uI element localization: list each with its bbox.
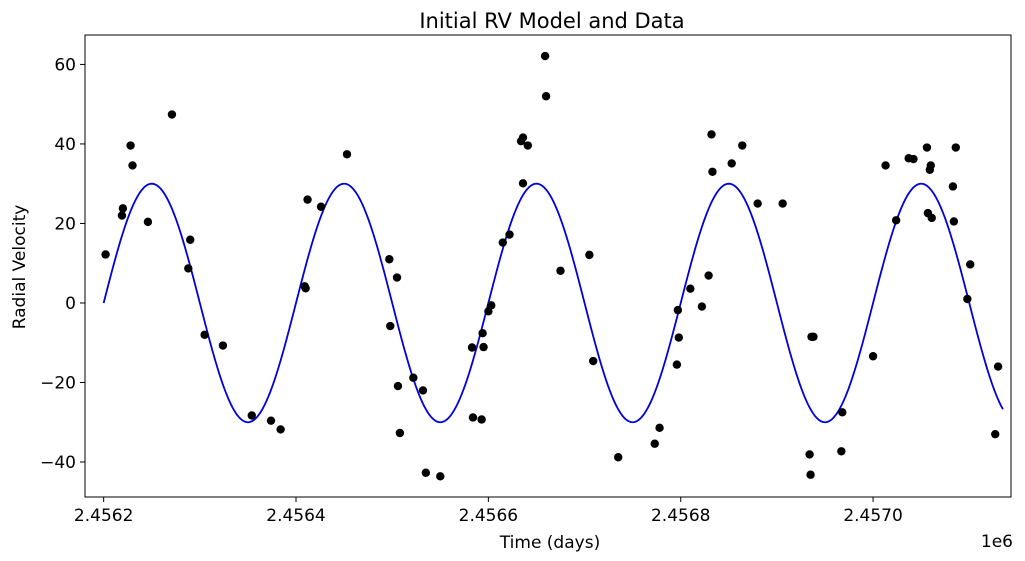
data-point [385, 255, 394, 264]
data-point [395, 428, 405, 438]
data-point [672, 360, 682, 369]
data-point [951, 143, 960, 152]
data-point [540, 51, 550, 61]
data-point [303, 195, 312, 204]
data-point [118, 204, 128, 213]
y-axis: −40 −20 0 20 40 60 [40, 55, 85, 473]
data-point [498, 238, 507, 247]
data-point [650, 439, 659, 448]
data-point [392, 273, 402, 282]
data-point [541, 92, 551, 101]
data-point [167, 110, 177, 119]
data-point [184, 264, 193, 273]
data-point [753, 199, 762, 208]
data-point [778, 199, 787, 208]
data-point [316, 202, 326, 211]
y-tick-label: 0 [65, 294, 76, 314]
data-point [505, 230, 514, 239]
model-curve [102, 182, 1004, 424]
data-point [926, 161, 935, 170]
data-point [922, 143, 932, 152]
data-point [393, 381, 403, 391]
y-tick-label: 40 [54, 135, 76, 155]
x-tick-label: 2.4564 [266, 506, 325, 526]
data-point [467, 343, 477, 352]
data-point [247, 411, 256, 420]
data-point [673, 305, 683, 315]
data-point [966, 260, 975, 269]
data-point [993, 362, 1003, 371]
data-point [479, 342, 488, 352]
data-point [200, 330, 209, 339]
data-point [807, 332, 816, 341]
y-tick-label: −40 [40, 453, 76, 473]
data-point [556, 266, 565, 275]
data-point [409, 373, 418, 382]
y-axis-label: Radial Velocity [10, 205, 30, 330]
data-point [342, 150, 352, 159]
data-point [686, 284, 695, 293]
x-axis-label: Time (days) [499, 533, 600, 553]
data-point [421, 468, 431, 477]
data-point [805, 450, 814, 459]
data-point [386, 321, 395, 331]
data-point [436, 472, 445, 481]
data-point [266, 416, 276, 425]
x-tick-label: 2.4566 [459, 506, 518, 526]
data-point [477, 415, 486, 424]
data-point [518, 179, 528, 188]
data-point [868, 352, 878, 361]
data-point [727, 159, 736, 168]
data-point [837, 447, 846, 456]
data-point [707, 130, 716, 139]
chart-title: Initial RV Model and Data [419, 9, 684, 33]
data-point [991, 429, 1000, 439]
data-point [523, 141, 532, 150]
data-point [738, 141, 747, 150]
data-point [126, 141, 135, 150]
y-tick-label: 20 [54, 214, 76, 234]
data-point [655, 423, 664, 433]
y-tick-label: 60 [54, 55, 76, 75]
data-point [949, 217, 959, 226]
data-point [301, 284, 310, 293]
data-point [891, 216, 901, 225]
data-point [478, 328, 487, 338]
data-point [909, 154, 918, 164]
data-point [963, 294, 972, 304]
x-tick-label: 2.4562 [74, 506, 133, 526]
data-point [704, 271, 713, 280]
data-point [708, 167, 717, 176]
data-point [948, 182, 958, 191]
data-point [487, 301, 496, 310]
data-point [927, 213, 936, 223]
y-tick-label: −20 [40, 373, 76, 393]
data-point [218, 341, 228, 350]
data-point [838, 408, 847, 417]
data-point [143, 217, 153, 227]
plot-frame [84, 34, 1012, 498]
data-point [186, 235, 195, 244]
data-point [881, 161, 890, 170]
data-point [674, 333, 683, 342]
x-tick-label: 2.4568 [651, 506, 710, 526]
data-point [276, 425, 285, 434]
x-tick-label: 2.4570 [843, 506, 902, 526]
data-point [614, 453, 623, 462]
data-point [697, 302, 707, 311]
data-point [418, 386, 428, 395]
data-point [589, 356, 598, 366]
data-point [468, 413, 478, 422]
data-point [585, 250, 594, 260]
data-point [518, 133, 528, 142]
data-point [128, 161, 137, 170]
x-offset-label: 1e6 [981, 532, 1013, 552]
plot-area [101, 51, 1004, 481]
x-axis: 2.4562 2.4564 2.4566 2.4568 2.4570 [74, 497, 903, 526]
data-point [101, 250, 110, 259]
data-point [117, 211, 127, 220]
data-point [806, 470, 815, 479]
